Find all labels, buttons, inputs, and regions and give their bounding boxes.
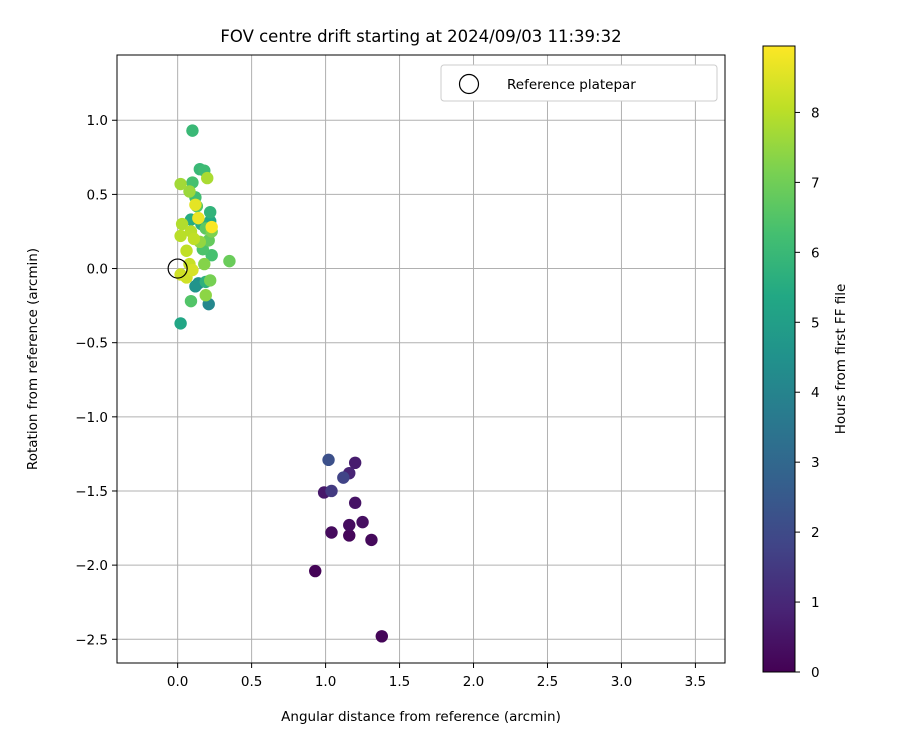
data-points: [174, 124, 388, 643]
data-point: [203, 205, 217, 219]
data-point: [192, 211, 205, 225]
data-point: [343, 518, 356, 532]
x-axis-ticks: 0.0 0.5 1.0 1.5 2.0 2.5 3.0 3.5: [167, 663, 706, 690]
colorbar: 0 1 2 3 4 5 6 7 8 Hours from first FF file: [762, 45, 849, 681]
y-axis-label: Rotation from reference (arcmin): [25, 248, 41, 470]
data-point: [186, 124, 199, 137]
data-point: [187, 232, 201, 246]
x-tick-label: 1.0: [315, 674, 336, 690]
x-tick-label: 0.0: [167, 674, 188, 690]
data-point: [189, 280, 202, 293]
reference-point: [167, 258, 188, 279]
data-point: [223, 254, 236, 268]
colorbar-label: Hours from first FF file: [833, 284, 849, 435]
legend-marker-icon: [458, 73, 480, 95]
y-tick-label: 1.0: [87, 113, 108, 129]
data-point: [343, 529, 356, 542]
x-tick-label: 3.0: [611, 674, 632, 690]
x-tick-label: 2.0: [463, 674, 484, 690]
data-point: [348, 496, 362, 510]
data-point: [189, 198, 202, 211]
y-tick-label: −2.5: [75, 632, 108, 648]
colorbar-tick-label: 3: [811, 455, 820, 471]
colorbar-tick-label: 6: [811, 245, 820, 261]
data-point: [322, 453, 335, 467]
data-point: [348, 456, 362, 470]
data-point: [180, 244, 193, 257]
legend: Reference platepar: [440, 64, 718, 102]
data-point: [174, 177, 187, 191]
x-tick-label: 2.5: [537, 674, 558, 690]
colorbar-tick-label: 4: [811, 385, 820, 401]
data-point: [205, 220, 218, 234]
x-tick-label: 0.5: [241, 674, 262, 690]
data-point: [325, 526, 338, 539]
data-point: [198, 257, 211, 271]
reference-marker: [167, 258, 188, 279]
colorbar-tick-label: 7: [811, 175, 820, 191]
y-tick-label: −0.5: [75, 336, 108, 352]
legend-box: [440, 64, 718, 102]
y-tick-label: 0.5: [87, 187, 108, 203]
data-point: [183, 185, 196, 198]
data-point: [174, 317, 187, 330]
data-point: [365, 533, 378, 547]
plot-frame: [116, 54, 726, 664]
data-point: [175, 217, 189, 231]
colorbar-ticks: 0 1 2 3 4 5 6 7 8: [795, 105, 820, 681]
data-point: [186, 263, 199, 277]
data-point: [205, 248, 218, 262]
y-tick-label: 0.0: [87, 262, 108, 278]
y-tick-label: −2.0: [75, 558, 108, 574]
colorbar-tick-label: 2: [811, 525, 820, 541]
data-point: [325, 484, 338, 498]
y-axis-ticks: 1.0 0.5 0.0 −0.5 −1.0 −1.5 −2.0 −2.5: [75, 113, 117, 648]
data-point: [309, 564, 322, 578]
legend-label: Reference platepar: [507, 77, 636, 93]
colorbar-tick-label: 8: [811, 105, 820, 121]
chart-title: FOV centre drift starting at 2024/09/03 …: [220, 27, 621, 46]
data-point: [199, 289, 212, 302]
colorbar-tick-label: 1: [811, 595, 820, 611]
colorbar-tick-label: 0: [811, 665, 820, 681]
data-point: [356, 515, 369, 529]
x-axis-label: Angular distance from reference (arcmin): [281, 709, 561, 725]
colorbar-gradient: [762, 45, 796, 673]
colorbar-tick-label: 5: [811, 315, 820, 331]
y-tick-label: −1.0: [75, 410, 108, 426]
data-point: [184, 294, 198, 308]
data-point: [375, 630, 388, 643]
x-tick-label: 3.5: [685, 674, 706, 690]
x-tick-label: 1.5: [389, 674, 410, 690]
grid-lines: [117, 55, 725, 663]
data-point: [337, 471, 350, 484]
data-point: [203, 274, 217, 287]
data-point: [201, 171, 214, 185]
y-tick-label: −1.5: [75, 484, 108, 500]
data-point: [174, 229, 187, 243]
